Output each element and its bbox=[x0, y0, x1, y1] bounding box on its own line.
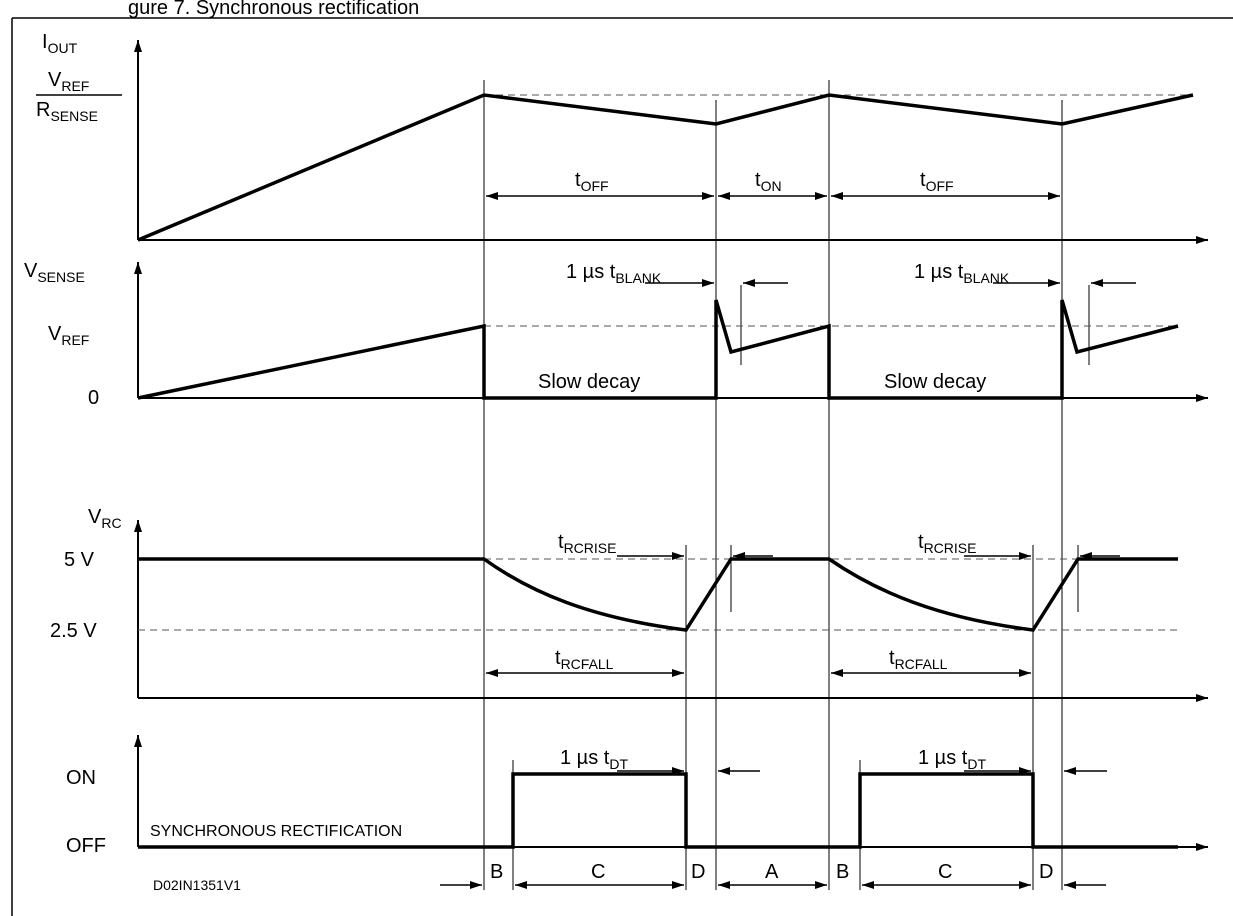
iout-panel: IOUT VREF RSENSE tOFF tON tOFF bbox=[36, 31, 1208, 244]
phase-label-c-2: C bbox=[938, 861, 952, 883]
sync-caption: SYNCHRONOUS RECTIFICATION bbox=[150, 823, 402, 840]
vsense-axis-label: VSENSE bbox=[24, 260, 85, 285]
vsense-vref-label: VREF bbox=[48, 323, 89, 348]
t-rcfall-label-2: tRCFALL bbox=[889, 647, 948, 672]
vrc-5v-label: 5 V bbox=[64, 549, 95, 571]
vrc-panel: VRC 5 V 2.5 V tRCRISE tRCRISE tRCFALL tR… bbox=[50, 506, 1208, 702]
vsense-zero-label: 0 bbox=[88, 387, 99, 409]
vrc-axis-label: VRC bbox=[88, 506, 122, 531]
figure-title: gure 7. Synchronous rectification bbox=[128, 0, 419, 19]
t-rcrise-label-1: tRCRISE bbox=[558, 531, 616, 556]
slow-decay-label-2: Slow decay bbox=[884, 371, 986, 393]
phase-label-b-1: B bbox=[490, 861, 503, 883]
slow-decay-label-1: Slow decay bbox=[538, 371, 640, 393]
phase-label-a: A bbox=[765, 861, 779, 883]
figure-code: D02IN1351V1 bbox=[153, 877, 241, 893]
t-on-label: tON bbox=[755, 169, 782, 194]
iout-waveform bbox=[137, 93, 1194, 242]
iout-axis-label: IOUT bbox=[42, 31, 78, 56]
vrc-2p5v-label: 2.5 V bbox=[50, 620, 97, 642]
phase-guide-lines bbox=[483, 80, 1090, 890]
figure-frame bbox=[11, 17, 1233, 916]
t-blank-label-2: 1 µs tBLANK bbox=[914, 261, 1010, 286]
phase-label-c-1: C bbox=[591, 861, 605, 883]
vsense-waveform bbox=[137, 299, 1179, 400]
iout-level-denominator: RSENSE bbox=[36, 99, 98, 124]
sync-panel: ON OFF SYNCHRONOUS RECTIFICATION 1 µs tD… bbox=[66, 735, 1208, 857]
t-off-label-2: tOFF bbox=[920, 169, 954, 194]
t-rcfall-label-1: tRCFALL bbox=[555, 647, 614, 672]
phase-label-d-1: D bbox=[691, 861, 705, 883]
phase-label-d-2: D bbox=[1039, 861, 1053, 883]
sync-off-label: OFF bbox=[66, 835, 106, 857]
iout-level-numerator: VREF bbox=[48, 69, 89, 94]
t-dt-label-1: 1 µs tDT bbox=[560, 747, 628, 772]
vsense-panel: VSENSE VREF 0 Slow decay Slow decay 1 µs… bbox=[24, 260, 1208, 409]
phase-row: D02IN1351V1 B C D A B C D bbox=[153, 861, 1106, 893]
vrc-waveform bbox=[138, 557, 1178, 632]
phase-label-b-2: B bbox=[836, 861, 849, 883]
t-dt-label-2: 1 µs tDT bbox=[918, 747, 986, 772]
t-off-label-1: tOFF bbox=[575, 169, 609, 194]
t-blank-label-1: 1 µs tBLANK bbox=[566, 261, 662, 286]
sync-on-label: ON bbox=[66, 767, 96, 789]
sync-waveform bbox=[138, 772, 1178, 849]
t-rcrise-label-2: tRCRISE bbox=[918, 531, 976, 556]
